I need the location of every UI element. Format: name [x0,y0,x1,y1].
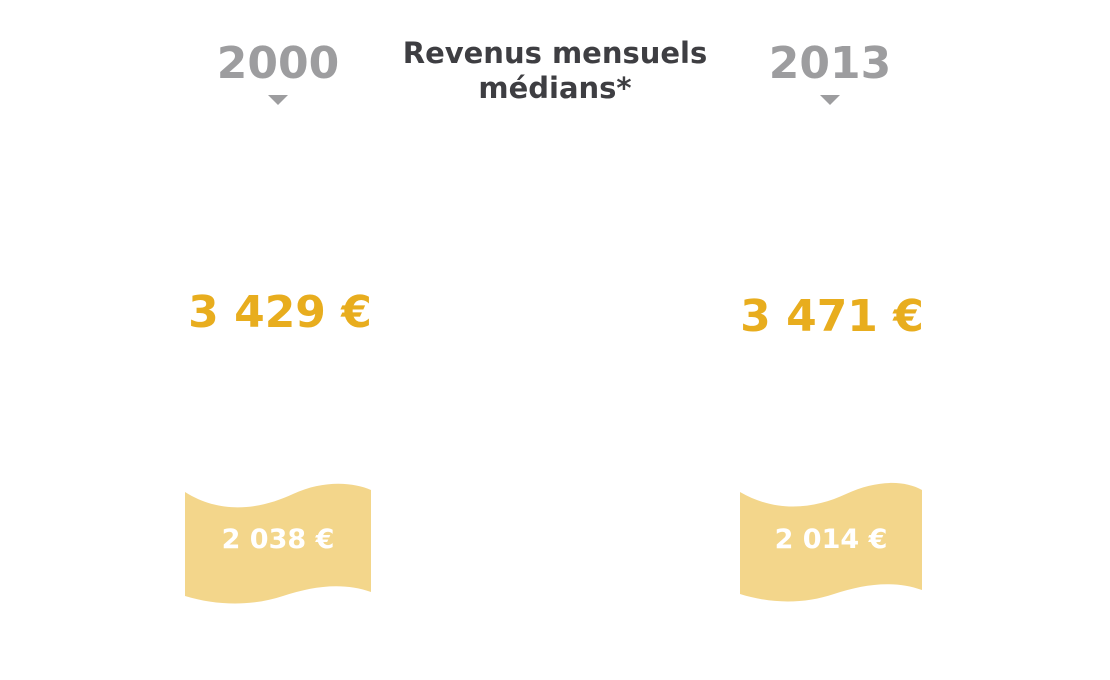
caret-down-icon [820,95,840,105]
bottom-value-2013: 2 014 € [774,524,888,555]
bottom-banner-2013: 2 014 € [738,478,924,606]
bottom-banner-2000: 2 038 € [183,478,373,608]
page-title: Revenus mensuels médians* [380,36,730,106]
title-line-1: Revenus mensuels [402,36,708,70]
top-value-2000: 3 429 € [188,287,372,338]
year-label-2000: 2000 [216,38,340,89]
bottom-value-2000: 2 038 € [221,524,335,555]
title-line-2: médians* [478,71,632,105]
wavy-banner-icon [740,482,922,602]
year-label-2013: 2013 [768,38,892,89]
caret-down-icon [268,95,288,105]
wavy-banner-icon [185,483,371,604]
top-value-2013: 3 471 € [740,291,924,342]
